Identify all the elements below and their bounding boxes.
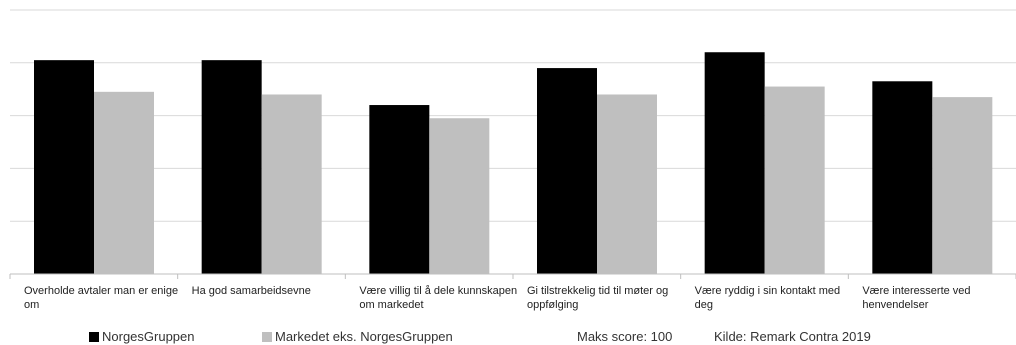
x-axis xyxy=(9,273,1016,279)
category-label: Være ryddig i sin kontakt med deg xyxy=(694,285,841,311)
bars xyxy=(34,52,993,275)
category-label: Gi tilstrekkelig tid til møter og oppføl… xyxy=(527,285,669,311)
category-label: Ha god samarbeidsevne xyxy=(191,285,311,297)
gridlines xyxy=(10,9,1016,222)
category-label: Være villig til å dele kunnskapen om mar… xyxy=(359,285,518,311)
bar-markedet xyxy=(932,97,993,275)
bar-norgesgruppen xyxy=(201,60,262,274)
bar-norgesgruppen xyxy=(537,68,597,274)
legend-item-norgesgruppen: NorgesGruppen xyxy=(89,329,195,344)
max-score-note: Maks score: 100 xyxy=(577,329,673,344)
bar-chart xyxy=(9,9,1016,279)
legend-swatch xyxy=(89,332,99,342)
legend-label: NorgesGruppen xyxy=(102,329,195,344)
bar-norgesgruppen xyxy=(34,60,94,274)
bar-markedet xyxy=(261,94,322,274)
bar-markedet xyxy=(764,86,825,274)
category-label: Overholde avtaler man er enige om xyxy=(24,285,179,311)
legend-label: Markedet eks. NorgesGruppen xyxy=(275,329,453,344)
bar-norgesgruppen xyxy=(369,105,430,274)
bar-markedet xyxy=(94,91,154,274)
legend-item-markedet: Markedet eks. NorgesGruppen xyxy=(262,329,453,344)
source-note: Kilde: Remark Contra 2019 xyxy=(714,329,871,344)
bar-markedet xyxy=(429,118,490,275)
bar-norgesgruppen xyxy=(872,81,933,274)
bar-norgesgruppen xyxy=(704,52,765,274)
legend: NorgesGruppen Markedet eks. NorgesGruppe… xyxy=(0,329,1016,345)
bar-markedet xyxy=(597,94,657,274)
legend-swatch xyxy=(262,332,272,342)
category-label: Være interesserte ved henvendelser xyxy=(862,285,971,311)
